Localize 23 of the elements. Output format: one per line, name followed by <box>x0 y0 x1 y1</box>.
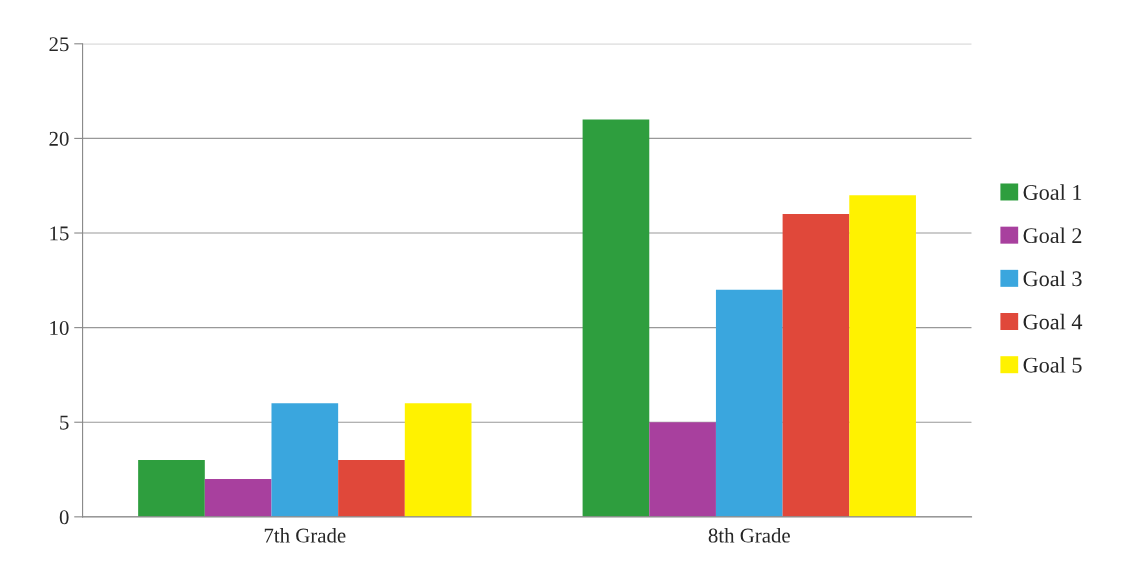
legend-label: Goal 2 <box>1023 227 1082 244</box>
legend-label: Goal 5 <box>1023 357 1082 373</box>
y-tick-label: 5 <box>60 415 69 430</box>
bar <box>204 479 272 517</box>
bar <box>404 403 472 517</box>
bar <box>138 460 205 517</box>
x-tick-label: 8th Grade <box>708 527 790 543</box>
bar <box>271 403 339 517</box>
legend-label: Goal 3 <box>1023 270 1082 287</box>
legend-label: Goal 1 <box>1023 184 1082 200</box>
y-tick-label: 20 <box>49 131 69 146</box>
bar <box>338 460 405 517</box>
bar <box>649 422 716 517</box>
x-tick-label: 7th Grade <box>264 527 346 543</box>
y-tick-label: 15 <box>50 226 69 241</box>
bar <box>782 214 850 517</box>
y-tick-label: 10 <box>50 321 69 336</box>
bar <box>582 119 650 517</box>
y-tick-label: 25 <box>49 37 69 52</box>
legend-label: Goal 4 <box>1023 313 1083 330</box>
bar <box>849 195 916 517</box>
y-tick-label: 0 <box>59 510 69 525</box>
bar <box>715 289 783 517</box>
